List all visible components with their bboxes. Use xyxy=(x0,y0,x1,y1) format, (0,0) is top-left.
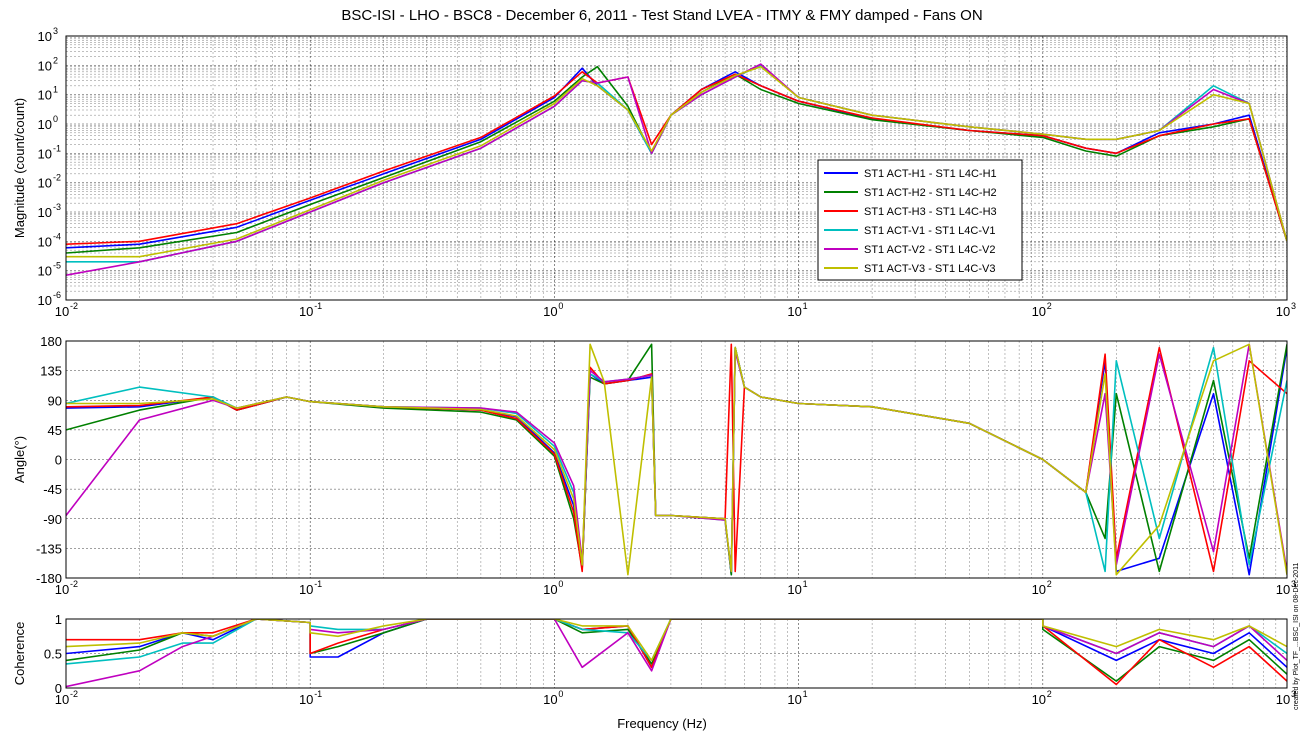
y-tick-label: 0 xyxy=(55,681,62,696)
x-tick-exponent: 3 xyxy=(1291,301,1296,311)
x-tick-label: 10 xyxy=(299,304,313,319)
x-tick-label: 10 xyxy=(787,692,801,707)
y-tick-label: 10 xyxy=(38,293,52,308)
phase-series-group xyxy=(66,343,1287,576)
y-tick-label: -135 xyxy=(36,541,62,556)
y-tick-label: 1 xyxy=(55,612,62,627)
y-tick-exponent: -3 xyxy=(53,202,61,212)
x-tick-exponent: 3 xyxy=(1291,579,1296,589)
coherence-series-group xyxy=(66,619,1287,688)
figure-title: BSC-ISI - LHO - BSC8 - December 6, 2011 … xyxy=(341,7,982,24)
x-tick-label: 10 xyxy=(1032,304,1046,319)
x-tick-exponent: 0 xyxy=(558,689,563,699)
x-tick-label: 10 xyxy=(543,304,557,319)
magnitude-series-line xyxy=(66,65,1287,258)
x-tick-exponent: 2 xyxy=(1047,301,1052,311)
x-tick-label: 10 xyxy=(55,692,69,707)
magnitude-panel: 10 -2 10 -1 10 0 10 1 10 2 10 310 -610 -510 -410 -310 -2… xyxy=(12,26,1296,319)
y-tick-exponent: 2 xyxy=(53,55,58,65)
legend-box xyxy=(817,159,1023,281)
y-tick-exponent: 3 xyxy=(53,26,58,36)
y-tick-label: 10 xyxy=(38,88,52,103)
phase-series-line xyxy=(66,343,1287,576)
y-tick-exponent: -4 xyxy=(53,231,61,241)
y-tick-label: 0 xyxy=(55,453,62,468)
y-tick-label: 10 xyxy=(38,176,52,191)
x-tick-exponent: -1 xyxy=(314,301,322,311)
x-tick-exponent: 1 xyxy=(803,301,808,311)
y-tick-exponent: -6 xyxy=(53,290,61,300)
x-tick-exponent: -1 xyxy=(314,689,322,699)
legend-entry: ST1 ACT-H3 - ST1 L4C-H3 xyxy=(864,206,997,218)
y-tick-label: 135 xyxy=(40,364,62,379)
legend-entry: ST1 ACT-V2 - ST1 L4C-V2 xyxy=(864,244,995,256)
x-tick-exponent: 0 xyxy=(558,579,563,589)
y-tick-label: -45 xyxy=(43,482,62,497)
coherence-axes-box xyxy=(65,618,1288,689)
x-tick-label: 10 xyxy=(1276,692,1290,707)
magnitude-series-group xyxy=(66,63,1287,276)
y-tick-label: 180 xyxy=(40,334,62,349)
magnitude-series-line xyxy=(66,71,1287,245)
y-tick-label: 90 xyxy=(48,393,62,408)
coherence-y-axis-label: Coherence xyxy=(12,622,27,686)
x-tick-label: 10 xyxy=(787,304,801,319)
magnitude-y-axis-label: Magnitude (count/count) xyxy=(12,98,27,238)
y-tick-exponent: -2 xyxy=(53,173,61,183)
x-tick-label: 10 xyxy=(787,582,801,597)
x-tick-label: 10 xyxy=(55,304,69,319)
y-tick-label: 10 xyxy=(38,58,52,73)
y-tick-label: 10 xyxy=(38,205,52,220)
x-tick-exponent: -2 xyxy=(70,689,78,699)
legend-entry: ST1 ACT-V3 - ST1 L4C-V3 xyxy=(864,263,995,275)
y-tick-exponent: 1 xyxy=(53,85,58,95)
y-tick-label: 10 xyxy=(38,234,52,249)
y-tick-label: 45 xyxy=(48,423,62,438)
y-tick-exponent: -5 xyxy=(53,261,61,271)
x-tick-label: 10 xyxy=(1032,692,1046,707)
legend-entry: ST1 ACT-V1 - ST1 L4C-V1 xyxy=(864,225,995,237)
creation-watermark: created by Plot_TF_...BSC_ISI on 08-Dec-… xyxy=(1293,563,1300,710)
y-tick-label: 10 xyxy=(38,264,52,279)
x-tick-label: 10 xyxy=(543,582,557,597)
phase-panel: 10 -2 10 -1 10 0 10 1 10 2 10 318013590450-45-90-13… xyxy=(12,334,1296,597)
y-tick-label: 10 xyxy=(38,29,52,44)
legend-entry: ST1 ACT-H2 - ST1 L4C-H2 xyxy=(864,187,997,199)
x-tick-label: 10 xyxy=(1276,304,1290,319)
y-tick-label: 10 xyxy=(38,146,52,161)
x-tick-exponent: 3 xyxy=(1291,689,1296,699)
y-tick-label: -180 xyxy=(36,571,62,586)
legend-entry: ST1 ACT-H1 - ST1 L4C-H1 xyxy=(864,168,997,180)
phase-y-axis-label: Angle(°) xyxy=(12,436,27,483)
x-tick-label: 10 xyxy=(543,692,557,707)
x-tick-exponent: 2 xyxy=(1047,689,1052,699)
x-tick-label: 10 xyxy=(299,692,313,707)
y-tick-label: 10 xyxy=(38,117,52,132)
x-tick-exponent: -2 xyxy=(70,579,78,589)
x-tick-exponent: -2 xyxy=(70,301,78,311)
coherence-series-line xyxy=(66,619,1287,662)
legend: ST1 ACT-H1 - ST1 L4C-H1 ST1 ACT-H2 - ST1 … xyxy=(817,159,1023,281)
x-tick-label: 10 xyxy=(1276,582,1290,597)
x-tick-label: 10 xyxy=(55,582,69,597)
x-tick-label: 10 xyxy=(1032,582,1046,597)
y-tick-exponent: -1 xyxy=(53,143,61,153)
magnitude-plot-area xyxy=(66,36,1287,300)
x-axis-label: Frequency (Hz) xyxy=(617,716,707,731)
x-tick-exponent: -1 xyxy=(314,579,322,589)
y-tick-label: -90 xyxy=(43,512,62,527)
x-tick-label: 10 xyxy=(299,582,313,597)
x-tick-exponent: 0 xyxy=(558,301,563,311)
x-tick-exponent: 2 xyxy=(1047,579,1052,589)
y-tick-label: 0.5 xyxy=(44,647,62,662)
magnitude-axes-box xyxy=(65,35,1288,301)
x-tick-exponent: 1 xyxy=(803,579,808,589)
y-tick-exponent: 0 xyxy=(53,114,58,124)
x-tick-exponent: 1 xyxy=(803,689,808,699)
phase-axes-box xyxy=(65,340,1288,579)
